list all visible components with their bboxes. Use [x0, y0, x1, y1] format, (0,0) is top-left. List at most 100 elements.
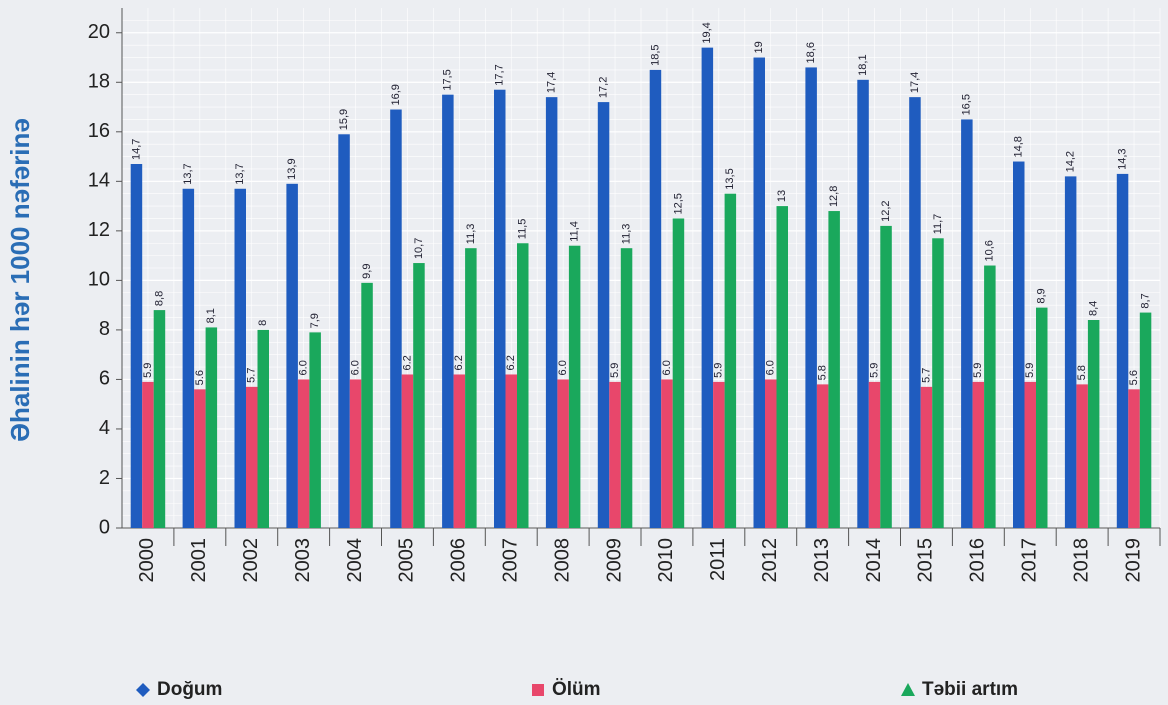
legend-marker — [532, 684, 544, 696]
bar — [1139, 312, 1152, 528]
bar — [972, 381, 985, 528]
bar — [701, 47, 714, 528]
bar — [805, 67, 817, 528]
data-label: 18,1 — [857, 54, 869, 75]
bar — [1064, 176, 1077, 528]
y-tick-label: 18 — [88, 71, 110, 93]
x-tick-label: 2007 — [500, 538, 522, 583]
x-tick-label: 2009 — [603, 538, 625, 583]
bar — [932, 238, 944, 529]
y-tick-label: 4 — [99, 417, 110, 439]
bar — [297, 379, 310, 528]
bar — [494, 89, 506, 528]
y-tick-label: 2 — [99, 467, 110, 489]
data-label: 19 — [753, 41, 765, 53]
data-label: 13,9 — [286, 158, 298, 179]
bar — [753, 57, 765, 529]
data-label: 6.2 — [401, 355, 413, 370]
bar — [349, 379, 362, 528]
data-label: 16,9 — [390, 84, 402, 105]
x-tick-label: 2006 — [448, 538, 470, 583]
bar — [672, 218, 685, 528]
bar — [776, 206, 788, 528]
y-tick-label: 20 — [88, 21, 110, 43]
data-label: 14,7 — [130, 139, 142, 160]
bar — [557, 379, 569, 528]
bar — [338, 134, 350, 529]
data-label: 5.8 — [817, 365, 829, 380]
bar — [880, 225, 892, 528]
data-label: 13,5 — [724, 168, 736, 189]
bar — [442, 94, 454, 529]
bar — [142, 381, 154, 528]
bar — [1116, 173, 1129, 528]
bar — [568, 245, 581, 528]
data-label: 8 — [257, 320, 269, 326]
bar — [309, 332, 321, 528]
bar — [465, 248, 477, 528]
data-label: 6.0 — [661, 360, 673, 375]
bar — [1036, 307, 1048, 528]
bar — [661, 379, 673, 528]
bar — [545, 97, 558, 529]
data-label: 5.9 — [713, 363, 725, 378]
bar — [909, 97, 921, 529]
data-label: 6.0 — [557, 360, 569, 375]
data-label: 12,8 — [828, 186, 840, 207]
bar — [1013, 161, 1025, 528]
x-tick-label: 2008 — [551, 538, 573, 583]
bar — [868, 381, 881, 528]
data-label: 5.9 — [609, 363, 621, 378]
x-tick-label: 2017 — [1019, 538, 1041, 583]
data-label: 8,8 — [153, 291, 165, 306]
bar — [182, 188, 195, 528]
bar — [713, 381, 725, 528]
bar — [153, 310, 166, 528]
y-tick-label: 12 — [88, 219, 110, 241]
data-label: 12,5 — [672, 193, 684, 214]
x-tick-label: 2019 — [1122, 538, 1144, 583]
x-tick-label: 2014 — [863, 538, 885, 583]
x-tick-label: 2013 — [811, 538, 833, 583]
x-tick-label: 2000 — [136, 538, 158, 583]
data-label: 9,9 — [361, 264, 373, 279]
data-label: 14,8 — [1013, 136, 1025, 157]
data-label: 8,7 — [1139, 293, 1151, 308]
data-label: 11,3 — [465, 224, 477, 245]
data-label: 5.8 — [1076, 365, 1088, 380]
data-label: 11,3 — [620, 224, 632, 245]
data-label: 19,4 — [701, 22, 713, 43]
data-label: 5.7 — [246, 368, 258, 383]
bar — [984, 265, 996, 528]
bar — [828, 211, 840, 529]
x-tick-label: 2002 — [240, 538, 262, 583]
data-label: 18,5 — [649, 44, 661, 65]
data-label: 17,4 — [546, 72, 558, 93]
data-label: 7,9 — [309, 313, 321, 328]
data-label: 16,5 — [961, 94, 973, 115]
bar — [1024, 381, 1036, 528]
data-label: 6.2 — [505, 355, 517, 370]
bar — [194, 389, 206, 528]
data-label: 17,2 — [597, 77, 609, 98]
bar — [361, 282, 373, 528]
data-label: 12,2 — [880, 200, 892, 221]
x-tick-label: 2010 — [655, 538, 677, 583]
y-tick-label: 14 — [88, 170, 110, 192]
x-tick-label: 2005 — [396, 538, 418, 583]
data-label: 6.0 — [765, 360, 777, 375]
legend-label: Təbii artım — [922, 679, 1018, 700]
bar — [1076, 384, 1088, 528]
bar — [857, 79, 869, 529]
data-label: 10,7 — [413, 238, 425, 259]
bar — [649, 69, 662, 529]
bar — [1128, 389, 1140, 528]
x-tick-label: 2001 — [188, 538, 210, 583]
data-label: 13 — [776, 190, 788, 202]
y-tick-label: 0 — [99, 516, 110, 538]
bar — [413, 263, 425, 528]
y-tick-label: 16 — [88, 120, 110, 142]
y-tick-label: 10 — [88, 269, 110, 291]
bar — [234, 188, 246, 528]
